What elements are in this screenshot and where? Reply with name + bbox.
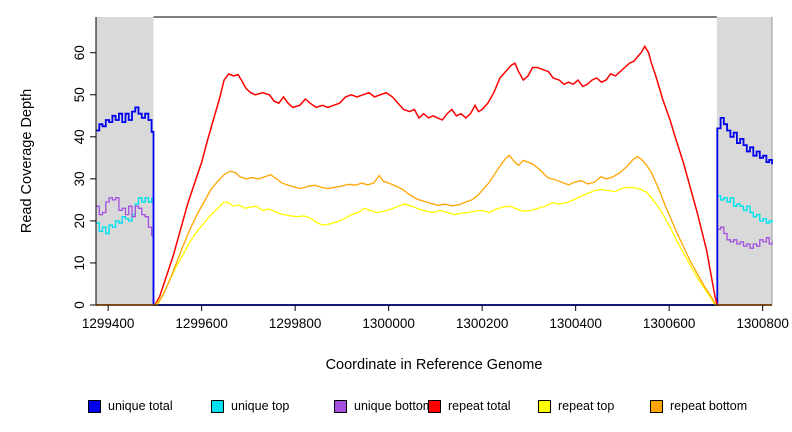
x-tick-label: 1300000 [362, 316, 415, 331]
legend-item-unique-total: unique total [88, 398, 173, 414]
legend-item-repeat-total: repeat total [428, 398, 511, 414]
x-axis-label: Coordinate in Reference Genome [325, 357, 543, 373]
repeat-total-swatch-icon [428, 399, 441, 413]
legend-item-repeat-top: repeat top [538, 398, 614, 414]
y-tick-label: 0 [72, 301, 87, 309]
repeat-bottom-swatch-icon [650, 399, 663, 413]
y-tick-label: 20 [72, 213, 87, 228]
plot-border [153, 16, 773, 305]
shaded-regions [96, 17, 772, 305]
unique-mapping-region-right [716, 17, 772, 305]
y-tick-label: 40 [72, 129, 87, 144]
series-lines [96, 44, 773, 306]
series-line-unique-total [96, 106, 773, 306]
x-tick-label: 1300400 [549, 316, 602, 331]
unique-mapping-region-left [96, 17, 154, 305]
series-line-repeat-total [96, 44, 772, 306]
x-tick-label: 1299400 [82, 316, 135, 331]
legend-label: repeat bottom [670, 399, 748, 413]
legend-label: unique total [108, 399, 173, 413]
x-tick-label: 1299600 [175, 316, 228, 331]
unique-top-swatch-icon [211, 399, 224, 413]
y-axis-label: Read Coverage Depth [19, 88, 35, 234]
series-line-repeat-bottom [96, 154, 772, 306]
legend: unique total unique top unique bottom re… [0, 398, 792, 418]
legend-label: repeat top [558, 399, 615, 413]
legend-item-repeat-bottom: repeat bottom [650, 398, 747, 414]
axes: 1299400 1299600 1299800 1300000 1300200 13004… [72, 17, 789, 331]
legend-label: unique bottom [354, 399, 434, 413]
repeat-top-swatch-icon [538, 399, 551, 413]
x-tick-label: 1300200 [456, 316, 509, 331]
legend-label: repeat total [448, 399, 511, 413]
y-tick-label: 60 [72, 45, 87, 60]
legend-item-unique-top: unique top [211, 398, 289, 414]
y-tick-label: 10 [72, 255, 87, 270]
unique-bottom-swatch-icon [334, 399, 347, 413]
y-tick-label: 30 [72, 171, 87, 186]
y-tick-label: 50 [72, 87, 87, 102]
x-tick-label: 1299800 [269, 316, 322, 331]
legend-item-unique-bottom: unique bottom [334, 398, 433, 414]
series-line-repeat-top [96, 186, 772, 306]
x-tick-label: 1300800 [736, 316, 789, 331]
x-tick-label: 1300600 [643, 316, 696, 331]
unique-total-swatch-icon [88, 399, 101, 413]
legend-label: unique top [231, 399, 290, 413]
